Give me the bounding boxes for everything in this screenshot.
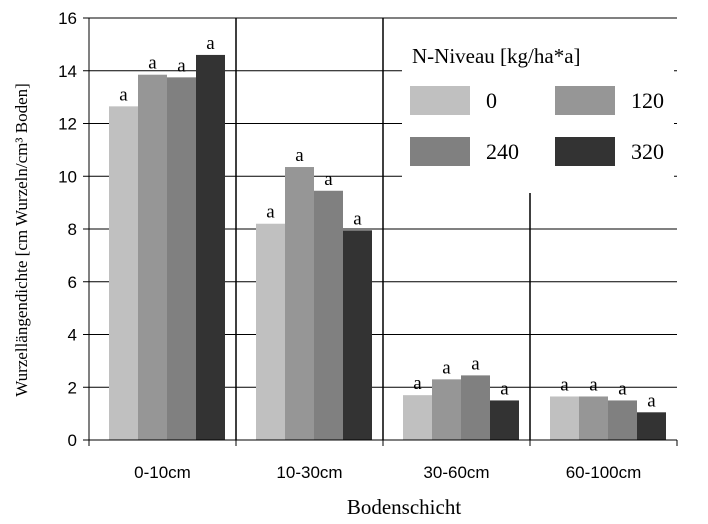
legend-label: 0 [486, 88, 497, 113]
bar [167, 77, 196, 440]
legend: N-Niveau [kg/ha*a] 0 120 240 320 [402, 35, 674, 193]
bar-data-label: a [119, 84, 128, 105]
bars [109, 54, 666, 441]
bar [637, 412, 666, 440]
legend-label: 120 [631, 88, 664, 113]
legend-swatch [410, 137, 470, 166]
legend-label: 320 [631, 139, 664, 164]
bar [285, 167, 314, 441]
bar-data-label: a [500, 378, 509, 399]
bar-data-label: a [324, 169, 333, 190]
legend-swatch [555, 137, 615, 166]
x-axis-label: Bodenschicht [347, 495, 461, 519]
y-tick-label: 14 [58, 62, 77, 81]
bar [461, 375, 490, 440]
x-tick-label: 30-60cm [423, 463, 489, 482]
y-tick-label: 16 [58, 9, 77, 28]
bar-data-label: a [471, 353, 480, 374]
x-tick-label: 10-30cm [276, 463, 342, 482]
y-tick-labels: 0 2 4 6 8 10 12 14 16 [58, 9, 77, 450]
y-tick-label: 10 [58, 167, 77, 186]
x-tick-label: 60-100cm [566, 463, 642, 482]
y-tick-label: 12 [58, 115, 77, 134]
y-tick-label: 8 [68, 220, 77, 239]
bar [109, 106, 138, 440]
bar [343, 230, 372, 440]
bar-data-label: a [148, 53, 157, 74]
y-tick-label: 4 [68, 326, 77, 345]
legend-swatch [410, 86, 470, 115]
y-axis-label: Wurzellängendichte [cm Wurzeln/cm³ Boden… [12, 83, 31, 397]
bar-data-label: a [177, 55, 186, 76]
bar [403, 395, 432, 440]
legend-title: N-Niveau [kg/ha*a] [412, 44, 581, 68]
bar-data-label: a [413, 373, 422, 394]
bar [579, 396, 608, 440]
bar-data-label: a [618, 378, 627, 399]
x-tick-labels: 0-10cm 10-30cm 30-60cm 60-100cm [134, 463, 641, 482]
bar-data-label: a [353, 208, 362, 229]
bar [196, 54, 225, 441]
bar [490, 400, 519, 440]
bar [314, 190, 343, 440]
y-tick-label: 6 [68, 273, 77, 292]
bar-data-label: a [589, 374, 598, 395]
y-tick-label: 0 [68, 431, 77, 450]
bar [256, 223, 285, 440]
bar [432, 379, 461, 440]
y-tick-label: 2 [68, 378, 77, 397]
category-separators [235, 18, 531, 440]
bar [138, 74, 167, 441]
legend-label: 240 [486, 139, 519, 164]
bar-data-label: a [206, 33, 215, 54]
bar-data-label: a [442, 357, 451, 378]
bar [550, 396, 579, 440]
x-tick-label: 0-10cm [134, 463, 191, 482]
bar-data-label: a [295, 145, 304, 166]
axes [83, 17, 678, 446]
bar [608, 400, 637, 440]
bar-data-label: a [647, 390, 656, 411]
legend-swatch [555, 86, 615, 115]
bar-data-label: a [560, 374, 569, 395]
bar-data-label: a [266, 202, 275, 223]
